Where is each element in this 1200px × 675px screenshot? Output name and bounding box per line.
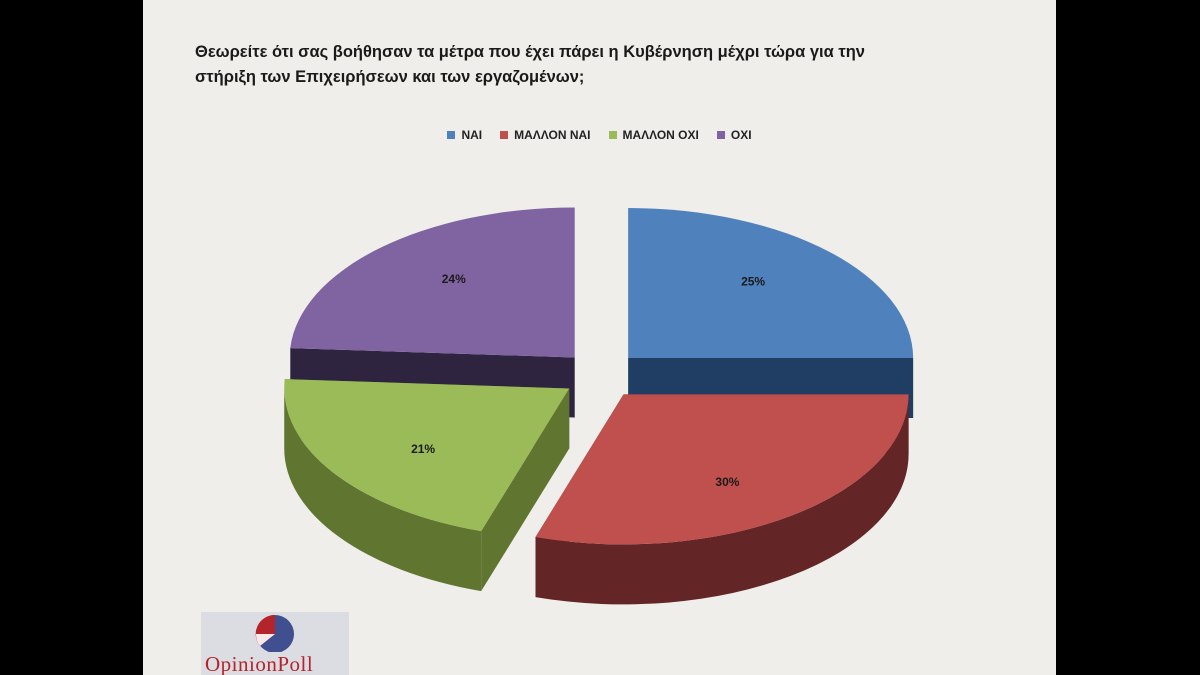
- slide: Θεωρείτε ότι σας βοήθησαν τα μέτρα που έ…: [143, 0, 1056, 675]
- chart-title: Θεωρείτε ότι σας βοήθησαν τα μέτρα που έ…: [195, 40, 1035, 90]
- legend-item-mallon-nai: ΜΑΛΛΟΝ ΝΑΙ: [500, 128, 591, 142]
- pie-slice-top: [290, 207, 575, 358]
- pie-slice-0: 25%: [628, 208, 914, 419]
- pie-slice-side: [535, 394, 909, 605]
- chart-legend: ΝΑΙ ΜΑΛΛΟΝ ΝΑΙ ΜΑΛΛΟΝ ΟΧΙ ΟΧΙ: [143, 128, 1056, 142]
- legend-item-oxi: ΟΧΙ: [716, 128, 752, 142]
- opinionpoll-logo: OpinionPoll: [201, 612, 349, 675]
- pie-slice-side: [284, 388, 482, 592]
- legend-item-mallon-oxi: ΜΑΛΛΟΝ ΟΧΙ: [608, 128, 699, 142]
- pie-chart: 24% 25% 21% 30%: [284, 207, 914, 605]
- legend-label: ΝΑΙ: [461, 128, 483, 142]
- logo-circle-icon: [255, 614, 294, 653]
- pie-slice-label: 30%: [715, 475, 739, 489]
- logo-text: OpinionPoll: [205, 652, 314, 675]
- legend-swatch: [447, 131, 456, 139]
- pie-slice-top: [628, 208, 914, 359]
- legend-swatch: [608, 131, 617, 139]
- pie-slice-1: 30%: [535, 394, 909, 605]
- legend-label: ΜΑΛΛΟΝ ΝΑΙ: [514, 128, 591, 142]
- chart-title-line-1: Θεωρείτε ότι σας βοήθησαν τα μέτρα που έ…: [195, 43, 865, 61]
- legend-item-nai: ΝΑΙ: [447, 128, 482, 142]
- legend-swatch: [716, 131, 725, 139]
- chart-title-line-2: στήριξη των Επιχειρήσεων και των εργαζομ…: [195, 68, 585, 86]
- pie-slice-label: 21%: [411, 442, 435, 456]
- legend-label: ΜΑΛΛΟΝ ΟΧΙ: [622, 128, 699, 142]
- pie-slice-label: 24%: [442, 272, 466, 286]
- legend-label: ΟΧΙ: [730, 128, 752, 142]
- pie-slice-label: 25%: [741, 275, 765, 289]
- pie-slice-2: 21%: [284, 379, 570, 592]
- pie-slice-top: [284, 379, 570, 532]
- legend-swatch: [500, 131, 509, 139]
- pie-slice-top: [535, 394, 909, 545]
